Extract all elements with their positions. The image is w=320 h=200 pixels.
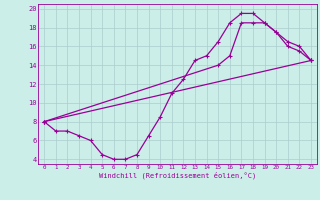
X-axis label: Windchill (Refroidissement éolien,°C): Windchill (Refroidissement éolien,°C) bbox=[99, 172, 256, 179]
